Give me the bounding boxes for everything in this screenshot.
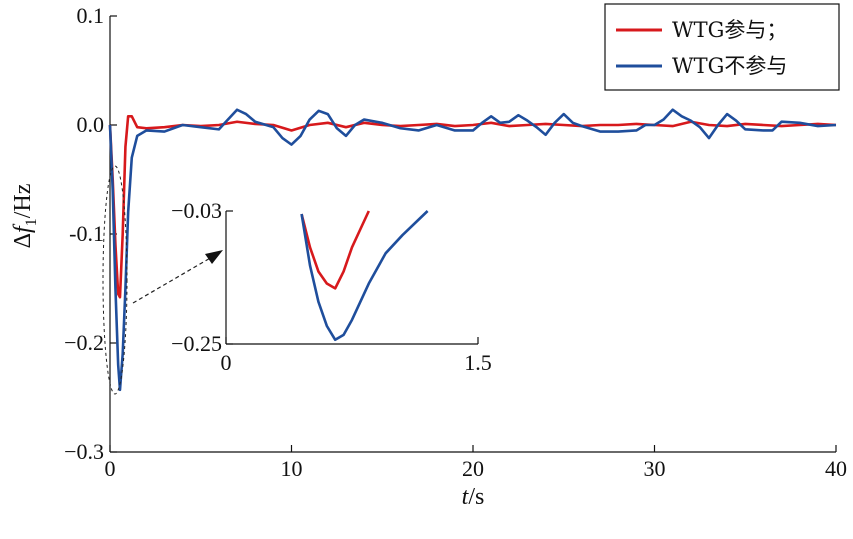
- inset-series-group: [300, 210, 429, 342]
- main-axes: 0 10 20 30 40 0.1 0.0 -0.1 −0.2 −0.3: [64, 3, 847, 481]
- x-tick-label: 10: [281, 456, 303, 481]
- x-tick-label: 0: [105, 456, 116, 481]
- x-tick-label: 30: [644, 456, 666, 481]
- inset-series-line-1: [300, 210, 429, 342]
- legend: WTG参与； WTG不参与: [604, 3, 840, 91]
- x-tick-label: 40: [825, 456, 847, 481]
- inset-x-tick-label: 0: [221, 350, 232, 375]
- y-axis-label: Δf1/Hz: [10, 184, 40, 249]
- series-line-1: [108, 108, 837, 392]
- y-tick-label: 0.0: [77, 112, 105, 137]
- main-series-group: [108, 108, 837, 392]
- legend-label-1: WTG不参与: [672, 54, 787, 78]
- zoom-arrowhead: [205, 250, 223, 264]
- x-axis-label: t/s: [462, 484, 485, 510]
- inset-y-tick-label: −0.03: [171, 198, 222, 223]
- x-label-italic: t: [462, 484, 470, 510]
- y-label-sub: 1: [23, 218, 40, 226]
- x-tick-label: 20: [462, 456, 484, 481]
- y-tick-label: -0.1: [69, 221, 104, 246]
- legend-label-0: WTG参与；: [672, 18, 787, 42]
- y-label-prefix: Δ: [10, 233, 36, 248]
- y-label-rest: /Hz: [10, 184, 36, 219]
- legend-box: [604, 3, 840, 91]
- inset-x-tick-label: 1.5: [464, 350, 492, 375]
- inset-series-line-0: [300, 210, 370, 290]
- y-tick-label: 0.1: [77, 3, 105, 28]
- y-tick-label: −0.3: [64, 439, 104, 464]
- zoom-highlight-ellipse: [102, 165, 128, 395]
- inset-y-tick-label: −0.25: [171, 331, 222, 356]
- zoom-arrow: [132, 256, 213, 304]
- x-label-rest: /s: [468, 484, 484, 510]
- y-label-italic: f: [10, 223, 36, 233]
- y-tick-label: −0.2: [64, 330, 104, 355]
- inset-axes: 0 1.5 −0.03 −0.25: [171, 198, 492, 375]
